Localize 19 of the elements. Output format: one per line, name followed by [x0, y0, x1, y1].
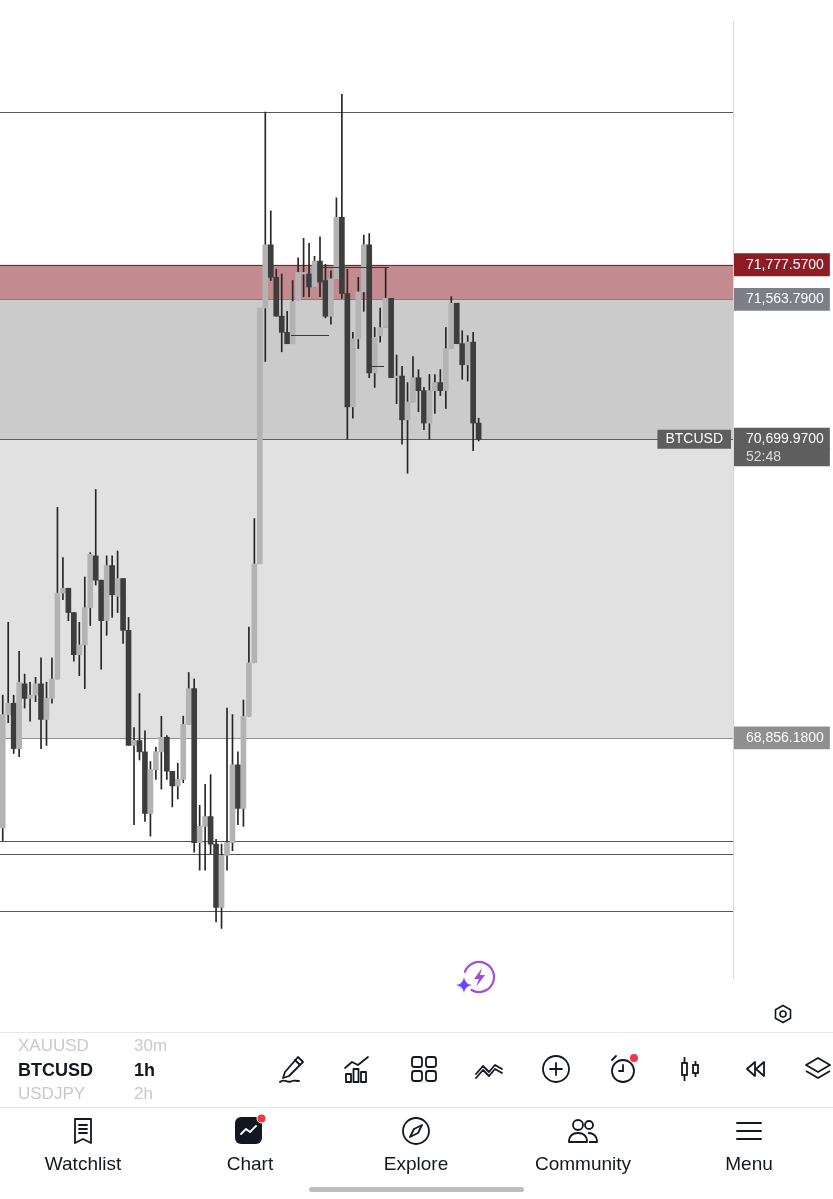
text: Community [534, 1153, 632, 1174]
candlestick [76, 621, 83, 677]
text: 52:48 [746, 448, 782, 465]
text: BTCUSD [18, 1060, 93, 1080]
y-tick-label: 71,563.7900 [746, 290, 825, 307]
text: Watchlist [44, 1153, 122, 1174]
candlestick [306, 242, 312, 298]
candlestick [60, 557, 66, 600]
text: Chart [226, 1153, 274, 1174]
text: Menu [725, 1153, 773, 1174]
candlestick [131, 727, 137, 826]
text: 1h [134, 1060, 156, 1080]
y-tick-label: 71,777.5700 [746, 255, 825, 272]
text: Explore [383, 1153, 449, 1174]
y-tick-label: 70,699.9700 [746, 430, 825, 447]
candlestick [388, 298, 394, 379]
y-tick-label: 68,856.1800 [746, 728, 825, 745]
text: BTCUSD [665, 430, 723, 447]
candlestick [27, 681, 33, 722]
